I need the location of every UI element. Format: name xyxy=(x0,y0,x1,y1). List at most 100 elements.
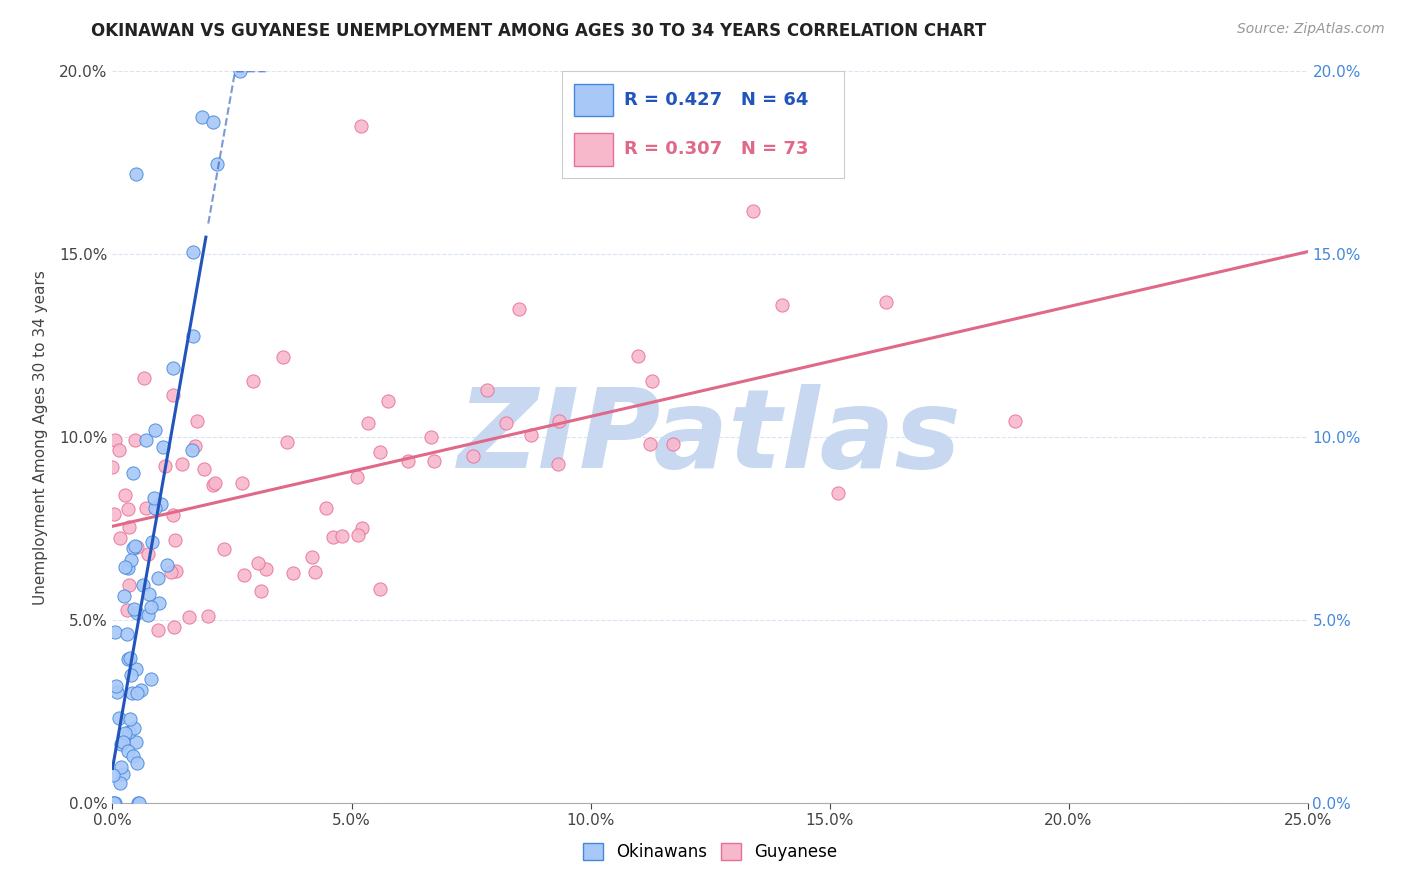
Point xyxy=(129,683,152,698)
Point xyxy=(197,608,219,623)
Point xyxy=(104,680,127,694)
Point xyxy=(322,530,344,544)
Point xyxy=(114,560,136,574)
Point xyxy=(172,458,194,472)
Point xyxy=(118,578,141,592)
Point xyxy=(165,533,187,548)
Point xyxy=(120,667,142,681)
Point xyxy=(108,710,131,724)
Point xyxy=(127,606,149,620)
Point xyxy=(127,796,149,810)
Point xyxy=(150,497,173,511)
Point xyxy=(121,466,143,480)
Point xyxy=(162,388,184,402)
Text: Source: ZipAtlas.com: Source: ZipAtlas.com xyxy=(1237,22,1385,37)
Point xyxy=(193,461,215,475)
Point xyxy=(155,458,177,473)
Point xyxy=(201,478,224,492)
Point xyxy=(127,686,149,700)
Point xyxy=(214,542,236,557)
Point xyxy=(204,476,226,491)
Point xyxy=(495,416,517,430)
Point xyxy=(114,725,136,739)
Point xyxy=(132,577,155,591)
Point xyxy=(117,560,139,574)
Point xyxy=(117,725,139,739)
Point xyxy=(180,442,202,457)
Point xyxy=(118,520,141,534)
Point xyxy=(112,735,135,749)
Point xyxy=(117,744,139,758)
Point xyxy=(283,566,305,580)
Point xyxy=(122,721,145,735)
Point xyxy=(162,508,184,522)
Point xyxy=(143,501,166,516)
Point xyxy=(548,414,571,428)
Point xyxy=(875,294,897,309)
Text: ZIPatlas: ZIPatlas xyxy=(458,384,962,491)
Point xyxy=(148,596,170,610)
Point xyxy=(103,433,125,447)
Point xyxy=(146,571,169,585)
Point xyxy=(111,767,134,781)
Point xyxy=(191,110,214,124)
Point xyxy=(101,460,124,475)
Point xyxy=(108,443,131,458)
Point xyxy=(122,601,145,615)
Point xyxy=(115,627,138,641)
Point xyxy=(112,589,135,603)
Point xyxy=(547,458,569,472)
Point xyxy=(142,491,165,505)
Point xyxy=(346,527,368,541)
Point xyxy=(304,565,326,579)
Point xyxy=(461,450,484,464)
Point xyxy=(508,301,530,317)
Point xyxy=(145,424,167,438)
Point xyxy=(104,625,127,640)
Point xyxy=(114,488,136,502)
Point xyxy=(330,529,353,543)
Point xyxy=(396,453,419,467)
Text: R = 0.307   N = 73: R = 0.307 N = 73 xyxy=(624,141,808,159)
Point xyxy=(139,672,162,686)
Point xyxy=(423,454,446,468)
Point xyxy=(108,776,131,790)
Point xyxy=(117,501,139,516)
Point xyxy=(105,685,128,699)
Y-axis label: Unemployment Among Ages 30 to 34 years: Unemployment Among Ages 30 to 34 years xyxy=(34,269,48,605)
Point xyxy=(254,562,277,576)
Point xyxy=(134,371,156,385)
Point xyxy=(146,623,169,637)
Point xyxy=(205,156,228,170)
Point xyxy=(250,583,273,598)
Point xyxy=(127,756,149,771)
Point xyxy=(124,735,146,749)
Point xyxy=(377,393,399,408)
Point xyxy=(638,436,661,450)
Point xyxy=(120,651,142,665)
Point xyxy=(641,374,664,388)
Point xyxy=(120,712,142,726)
Point xyxy=(350,120,373,134)
Point xyxy=(273,350,295,364)
Point xyxy=(162,620,184,634)
Point xyxy=(121,686,143,700)
Point xyxy=(117,652,139,666)
Point xyxy=(627,349,650,363)
Point xyxy=(103,796,125,810)
Point xyxy=(368,582,391,597)
Point xyxy=(346,469,368,483)
Point xyxy=(135,433,157,447)
Point xyxy=(357,416,380,430)
Point xyxy=(139,599,162,614)
Point xyxy=(110,737,132,751)
Point xyxy=(177,609,200,624)
Point xyxy=(370,445,392,459)
Point xyxy=(520,427,543,442)
Text: OKINAWAN VS GUYANESE UNEMPLOYMENT AMONG AGES 30 TO 34 YEARS CORRELATION CHART: OKINAWAN VS GUYANESE UNEMPLOYMENT AMONG … xyxy=(91,22,987,40)
Point xyxy=(108,531,131,545)
Bar xyxy=(574,134,613,166)
Point xyxy=(276,435,298,450)
Point xyxy=(125,540,148,554)
Point xyxy=(231,475,253,490)
